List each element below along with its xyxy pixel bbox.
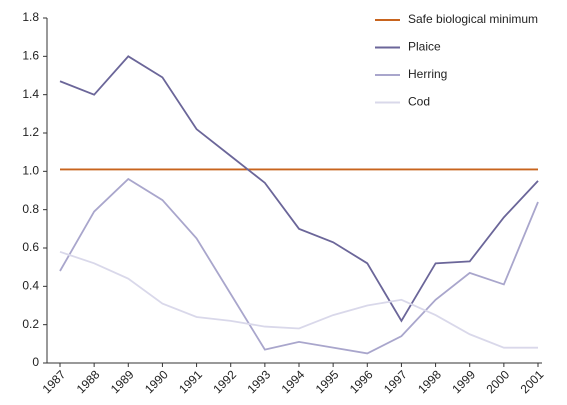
x-tick-label: 1996 [347, 367, 376, 396]
x-tick-label: 1991 [176, 367, 205, 396]
y-tick-label: 0.6 [22, 240, 39, 254]
x-tick-label: 1998 [415, 367, 444, 396]
y-tick-label: 0.8 [22, 202, 39, 216]
series-line [59, 55, 539, 323]
x-tick-label: 1995 [313, 367, 342, 396]
x-tick-label: 1999 [449, 367, 478, 396]
series-line [59, 250, 538, 349]
y-tick-label: 0.2 [22, 317, 39, 331]
y-tick-label: 1.0 [22, 164, 39, 178]
y-tick-label: 0 [32, 355, 39, 369]
y-tick-label: 1.2 [22, 125, 39, 139]
y-tick-label: 1.8 [22, 10, 39, 24]
x-tick-label: 1987 [40, 367, 69, 396]
x-tick-label: 1989 [108, 367, 137, 396]
legend-label: Plaice [408, 40, 441, 54]
x-tick-label: 2000 [483, 367, 512, 396]
x-tick-label: 2001 [518, 367, 547, 396]
y-tick-label: 0.4 [22, 279, 39, 293]
x-tick-label: 1993 [244, 367, 273, 396]
x-tick-label: 1992 [210, 367, 239, 396]
x-tick-label: 1988 [74, 367, 103, 396]
y-tick-label: 1.4 [22, 87, 39, 101]
x-tick-label: 1994 [279, 367, 308, 396]
x-tick-label: 1997 [381, 367, 410, 396]
series-line [59, 177, 539, 355]
legend-label: Herring [408, 67, 447, 81]
legend-label: Safe biological minimum [408, 12, 538, 26]
y-tick-label: 1.6 [22, 49, 39, 63]
x-tick-label: 1990 [142, 367, 171, 396]
legend-label: Cod [408, 95, 430, 109]
